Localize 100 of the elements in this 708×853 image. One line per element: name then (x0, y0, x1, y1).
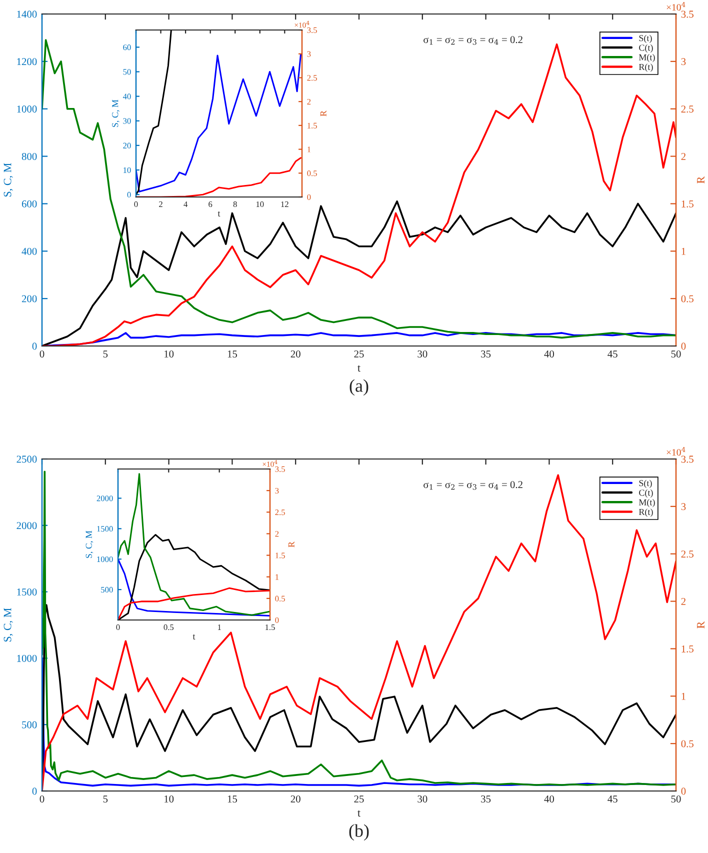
y-tick-label: 200 (22, 295, 37, 302)
x-tick-label: 25 (354, 350, 364, 358)
y2-axis-title: R (697, 621, 704, 628)
text: σ$_{1}$ = σ$_{2}$ = σ$_{3}$ = σ$_{4}$ = 0.2 (424, 481, 522, 490)
y-tick-label: 500 (101, 586, 113, 593)
x-tick-label: 0 (134, 201, 138, 208)
y-tick-label: 2000 (96, 496, 113, 502)
y2-tick-label: 1 (276, 574, 279, 580)
x-tick-label: 5 (103, 796, 108, 802)
text: ×10$^{4}$ (666, 446, 686, 456)
y2-axis-title: R (288, 542, 294, 548)
y-tick-label: 30 (123, 118, 131, 124)
y2-tick-label: 0 (681, 342, 686, 350)
x-tick-label: 2 (159, 201, 162, 207)
y-tick-label: 1400 (17, 10, 37, 18)
y-tick-label: 40 (122, 94, 131, 100)
x-tick-label: 20 (290, 350, 300, 358)
x-tick-label: 15 (228, 796, 237, 802)
y2-tick-label: 1 (682, 248, 686, 255)
x-tick-label: 35 (481, 350, 491, 358)
y-tick-label: 20 (123, 142, 131, 148)
x-tick-label: 45 (608, 350, 618, 358)
y2-tick-label: 0.5 (681, 295, 694, 302)
x-tick-label: 1 (218, 624, 221, 630)
x-tick-label: 5 (103, 350, 108, 358)
x-tick-label: 30 (418, 350, 428, 358)
legend-label: R(t) (638, 64, 653, 72)
x-tick-label: 25 (354, 795, 364, 802)
y-tick-label: 1200 (17, 58, 37, 66)
x-tick-label: 8 (233, 201, 237, 208)
legend-label: M(t) (638, 54, 655, 62)
line-series (118, 558, 270, 617)
x-tick-label: 10 (164, 350, 174, 358)
line-series (136, 54, 302, 192)
x-tick-label: 35 (481, 795, 491, 802)
legend-label: S(t) (639, 34, 652, 44)
y2-tick-label: 1.5 (682, 645, 694, 652)
x-tick-label: 1.5 (266, 624, 275, 630)
x-tick-label: 50 (671, 350, 681, 358)
x-tick-label: 45 (608, 796, 618, 802)
line-series (136, 157, 302, 197)
y-tick-label: 400 (22, 248, 37, 255)
y2-tick-label: 3 (681, 503, 686, 510)
y-tick-label: 0 (32, 342, 37, 350)
y2-tick-label: 1.5 (308, 122, 317, 128)
y2-tick-label: 2 (681, 153, 686, 160)
y2-tick-label: 0 (275, 617, 279, 623)
y2-tick-label: 0 (681, 788, 686, 795)
y-axis-title: S, C, M (4, 608, 13, 642)
y2-axis-title: R (697, 176, 704, 184)
line-series (118, 473, 270, 616)
y2-tick-label: 3.5 (681, 10, 694, 18)
x-axis-title: t (358, 810, 360, 817)
legend-label: C(t) (639, 489, 653, 498)
y2-tick-label: 1 (682, 692, 686, 700)
x-tick-label: 40 (544, 350, 554, 358)
x-tick-label: 20 (290, 795, 300, 802)
y2-tick-label: 2.5 (681, 106, 694, 113)
y2-tick-label: 3 (275, 488, 279, 494)
y2-tick-label: 2.5 (681, 550, 694, 558)
legend-label: S(t) (639, 480, 652, 488)
y2-tick-label: 2 (275, 531, 279, 537)
line-series (136, 30, 172, 196)
x-tick-label: 0.5 (164, 624, 174, 630)
line-series (42, 200, 676, 346)
line-series (118, 534, 270, 620)
y-tick-label: 1500 (97, 526, 113, 532)
y2-tick-label: 1 (308, 146, 311, 152)
y2-tick-label: 2 (681, 598, 686, 605)
y-tick-label: 500 (22, 721, 37, 728)
text: (a) (350, 379, 368, 396)
x-tick-label: 0 (40, 350, 44, 358)
text: σ$_{1}$ = σ$_{2}$ = σ$_{3}$ = σ$_{4}$ = 0.2 (424, 36, 522, 45)
y-tick-label: 0 (127, 192, 131, 198)
x-tick-label: 10 (164, 795, 174, 802)
x-tick-label: 6 (208, 201, 212, 208)
y2-tick-label: 3 (307, 51, 311, 57)
text: (b) (349, 824, 369, 841)
x-tick-label: 30 (418, 795, 428, 802)
y2-tick-label: 0.5 (681, 740, 694, 748)
y2-tick-label: 2.5 (275, 510, 285, 516)
y2-tick-label: 3.5 (307, 27, 317, 34)
y-tick-label: 1000 (97, 556, 113, 562)
y2-tick-label: 0.5 (275, 596, 285, 602)
legend-label: R(t) (638, 508, 653, 517)
y-axis-title: S, C, M (4, 163, 13, 197)
y-tick-label: 1000 (17, 106, 37, 113)
y2-tick-label: 3.5 (681, 456, 694, 463)
x-tick-label: 50 (671, 795, 681, 802)
y2-tick-label: 3.5 (275, 466, 285, 472)
x-tick-label: 12 (281, 201, 288, 207)
y2-tick-label: 0.5 (307, 170, 317, 176)
y2-tick-label: 2.5 (307, 75, 317, 81)
text: ×10$^{4}$ (666, 2, 686, 11)
y-tick-label: 2500 (16, 456, 37, 463)
y2-tick-label: 1.5 (276, 552, 285, 558)
x-tick-label: 40 (544, 795, 554, 802)
y-tick-label: 10 (124, 167, 131, 173)
y-tick-label: 2000 (16, 522, 37, 530)
y2-axis-title: R (320, 110, 326, 116)
